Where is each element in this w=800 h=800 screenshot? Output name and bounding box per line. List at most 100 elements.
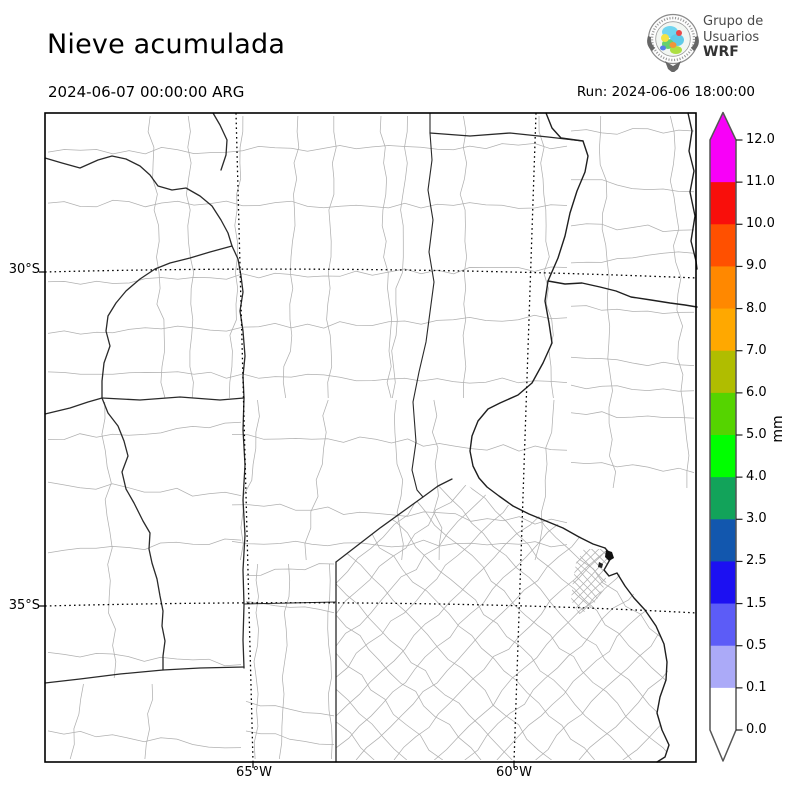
corrientes-entrerios-border: [547, 280, 698, 308]
department-line: [336, 479, 505, 647]
department-line: [231, 539, 568, 548]
department-line: [594, 597, 611, 614]
department-line: [336, 479, 575, 717]
department-line: [336, 479, 402, 544]
colorbar-tick-label: 8.0: [746, 301, 767, 316]
department-line: [231, 434, 568, 452]
department-line: [336, 583, 513, 760]
colorbar-segment: [710, 350, 736, 394]
colorbar-segment: [710, 392, 736, 436]
logo-laurel-right: [691, 36, 699, 51]
colorbar-tick-label: 4.0: [746, 469, 767, 484]
department-line: [578, 642, 669, 760]
department-line: [186, 115, 195, 399]
border-sanjuan-mendoza: [44, 397, 103, 415]
department-line: [669, 115, 690, 488]
rio-de-la-plata-coast: [603, 547, 670, 763]
colorbar-segment: [710, 645, 736, 689]
page-title: Nieve acumulada: [47, 29, 286, 60]
department-line: [326, 116, 337, 399]
department-line: [336, 479, 607, 749]
department-line: [666, 479, 669, 508]
department-line: [245, 563, 335, 576]
lon-tick-label-60w: 60°W: [496, 765, 532, 780]
border-sanluis-north: [101, 396, 245, 401]
lat-tick-label-30s: 30°S: [8, 262, 40, 277]
department-line: [570, 305, 695, 314]
department-line: [47, 371, 568, 384]
logo-map-blobs: [660, 26, 684, 54]
department-line: [459, 115, 467, 399]
department-line: [336, 501, 595, 760]
department-line: [282, 115, 300, 399]
logo-laurel-left: [647, 36, 655, 51]
department-line: [533, 479, 669, 641]
department-line: [394, 399, 404, 561]
department-line: [231, 503, 568, 525]
colorbar-segment: [710, 603, 736, 647]
department-line: [47, 199, 568, 209]
department-line: [570, 356, 695, 366]
department-line: [47, 266, 568, 285]
colorbar-segment: [710, 266, 736, 309]
colorbar-tick-label: 6.0: [746, 385, 767, 400]
department-line: [278, 563, 291, 760]
department-line: [304, 399, 329, 561]
gridline-35s: [44, 602, 698, 614]
colorbar-tick-label: 0.1: [746, 680, 767, 695]
department-line: [570, 128, 695, 135]
run-time-label: Run: 2024-06-06 18:00:00: [576, 84, 755, 100]
river-and-coast-lines: [469, 112, 698, 763]
department-line: [253, 563, 259, 760]
colorbar-over-arrow: [710, 112, 736, 140]
department-boundaries-buenos-aires: [336, 479, 669, 760]
department-line: [245, 730, 335, 745]
department-line: [47, 143, 568, 155]
department-boundaries-lapampa-east: [245, 563, 335, 760]
wrf-logo: [647, 13, 699, 72]
colorbar-segment: [710, 687, 736, 731]
colorbar-tick-label: 0.5: [746, 638, 767, 653]
department-line: [570, 411, 695, 419]
colorbar-tick-label: 2.5: [746, 553, 767, 568]
department-line: [240, 399, 260, 561]
colorbar-segment: [710, 477, 736, 520]
department-line: [432, 399, 443, 561]
department-line: [336, 652, 444, 760]
uruguay-river: [687, 112, 698, 270]
department-line: [147, 115, 166, 399]
department-line: [327, 563, 333, 760]
border-santafe-west: [411, 112, 435, 498]
department-line: [534, 399, 555, 561]
department-line: [379, 115, 392, 399]
department-line: [460, 479, 669, 714]
colorbar-segment: [710, 224, 736, 267]
department-line: [47, 481, 242, 497]
colorbar-segment: [710, 435, 736, 478]
department-boundaries-center: [231, 399, 568, 561]
department-line: [570, 223, 695, 232]
department-line: [144, 683, 154, 760]
colorbar-unit-label: mm: [770, 415, 786, 443]
department-line: [621, 479, 669, 553]
department-line: [570, 384, 695, 392]
department-boundaries-cuyo: [47, 401, 242, 679]
map-frame: [44, 112, 697, 763]
department-line: [336, 544, 552, 760]
department-line: [426, 479, 669, 748]
department-line: [570, 179, 695, 193]
colorbar-tick-label: 11.0: [746, 174, 775, 189]
department-line: [599, 115, 616, 489]
colorbar-segment: [710, 140, 736, 183]
logo-text: Grupo de Usuarios WRF: [703, 14, 763, 61]
department-line: [575, 479, 669, 599]
department-line: [336, 479, 442, 584]
department-line: [571, 607, 577, 614]
department-line: [336, 479, 368, 510]
department-line: [228, 115, 244, 399]
latlon-gridlines: [44, 112, 698, 763]
department-line: [570, 462, 695, 473]
border-desaguadero: [101, 397, 166, 671]
delta-blob: [598, 562, 603, 568]
department-line: [336, 614, 482, 760]
